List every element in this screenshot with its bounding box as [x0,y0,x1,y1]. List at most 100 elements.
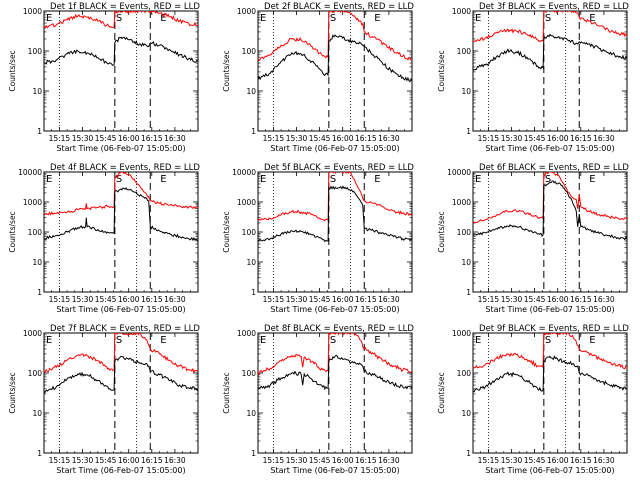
y-tick-label: 1000 [452,7,471,16]
marker-label: E [374,174,380,185]
y-tick-label: 10 [32,258,42,267]
y-tick-label: 100 [28,369,43,378]
x-axis-label: Start Time (06-Feb-07 15:05:00) [485,144,614,153]
x-axis-label: Start Time (06-Feb-07 15:05:00) [56,305,185,314]
plot-frame [44,11,198,131]
x-tick-label: 16:15 [355,134,377,143]
x-tick-label: 16:00 [332,295,354,304]
marker-label: E [374,13,380,24]
marker-label: E [46,13,52,24]
x-axis-label: Start Time (06-Feb-07 15:05:00) [485,466,614,475]
y-tick-label: 100 [242,228,257,237]
x-tick-label: 15:30 [286,295,308,304]
events-series-line [44,356,198,392]
marker-label: E [260,13,266,24]
marker-label: E [475,335,481,346]
events-series-line [473,181,627,240]
x-tick-label: 15:30 [286,134,308,143]
y-tick-label: 100 [457,47,472,56]
plot-frame [473,172,627,292]
x-axis-label: Start Time (06-Feb-07 15:05:00) [270,466,399,475]
x-tick-label: 15:15 [263,456,285,465]
y-tick-label: 100 [242,47,257,56]
y-tick-label: 1 [37,127,42,136]
y-tick-label: 10000 [18,168,42,177]
marker-label: E [160,335,166,346]
x-axis-label: Start Time (06-Feb-07 15:05:00) [56,466,185,475]
marker-label: S [545,13,551,24]
y-tick-label: 100 [28,228,43,237]
y-tick-label: 1 [37,449,42,458]
y-tick-label: 10 [246,258,256,267]
marker-label: E [589,174,595,185]
x-tick-label: 16:00 [547,295,569,304]
events-series-line [258,35,412,82]
y-tick-label: 1000 [237,7,256,16]
y-axis-label: Counts/sec [437,50,446,91]
x-tick-label: 15:30 [286,456,308,465]
y-tick-label: 1 [251,288,256,297]
panel-det-9: Det 9f BLACK = Events, RED = LLD11010010… [437,324,629,475]
y-tick-label: 10 [246,87,256,96]
marker-label: S [330,13,336,24]
x-tick-label: 16:30 [593,295,615,304]
x-tick-label: 16:30 [593,456,615,465]
panel-det-8: Det 8f BLACK = Events, RED = LLD11010010… [222,324,414,475]
plot-frame [258,333,412,453]
y-tick-label: 10 [32,87,42,96]
y-tick-label: 1 [466,127,471,136]
marker-label: E [160,174,166,185]
panel-det-3: Det 3f BLACK = Events, RED = LLD 1 10 100 10… [437,2,629,153]
y-tick-label: 10 [32,409,42,418]
x-tick-label: 16:30 [378,134,400,143]
y-tick-label: 100 [457,369,472,378]
y-tick-label: 1000 [23,329,42,338]
x-tick-label: 16:15 [570,295,592,304]
x-tick-label: 16:30 [164,456,186,465]
x-tick-label: 15:45 [309,456,331,465]
x-tick-label: 16:30 [378,456,400,465]
x-axis-label: Start Time (06-Feb-07 15:05:00) [485,305,614,314]
y-tick-label: 10 [461,87,471,96]
x-tick-label: 15:45 [95,295,117,304]
x-tick-label: 16:00 [547,456,569,465]
marker-label: S [545,335,551,346]
y-tick-label: 10000 [232,168,256,177]
x-tick-label: 16:00 [547,134,569,143]
y-tick-label: 1000 [237,198,256,207]
x-tick-label: 15:15 [49,295,71,304]
y-tick-label: 1 [466,288,471,297]
y-tick-label: 1000 [237,329,256,338]
x-tick-label: 15:45 [309,295,331,304]
x-tick-label: 16:00 [118,134,140,143]
y-tick-label: 100 [242,369,257,378]
marker-label: E [160,13,166,24]
x-tick-label: 15:30 [501,134,523,143]
x-tick-label: 15:15 [263,134,285,143]
x-tick-label: 15:45 [95,456,117,465]
x-tick-label: 16:00 [118,456,140,465]
y-tick-label: 10 [461,409,471,418]
marker-label: S [116,13,122,24]
x-tick-label: 15:45 [524,134,546,143]
x-tick-label: 15:30 [501,295,523,304]
panel-det-7: Det 7f BLACK = Events, RED = LLD 1 10 100 10… [8,324,200,475]
plot-frame [473,11,627,131]
events-series-line [473,34,627,70]
marker-label: E [46,174,52,185]
x-tick-label: 15:30 [72,456,94,465]
x-tick-label: 16:15 [570,456,592,465]
x-axis-label: Start Time (06-Feb-07 15:05:00) [270,305,399,314]
marker-label: S [116,335,122,346]
x-axis-label: Start Time (06-Feb-07 15:05:00) [56,144,185,153]
y-tick-label: 1 [251,449,256,458]
x-tick-label: 16:30 [593,134,615,143]
y-axis-label: Counts/sec [8,50,17,91]
y-axis-label: Counts/sec [222,372,231,413]
marker-label: E [46,335,52,346]
x-tick-label: 15:45 [524,456,546,465]
x-tick-label: 15:15 [478,295,500,304]
plot-frame [258,172,412,292]
x-tick-label: 15:15 [49,456,71,465]
